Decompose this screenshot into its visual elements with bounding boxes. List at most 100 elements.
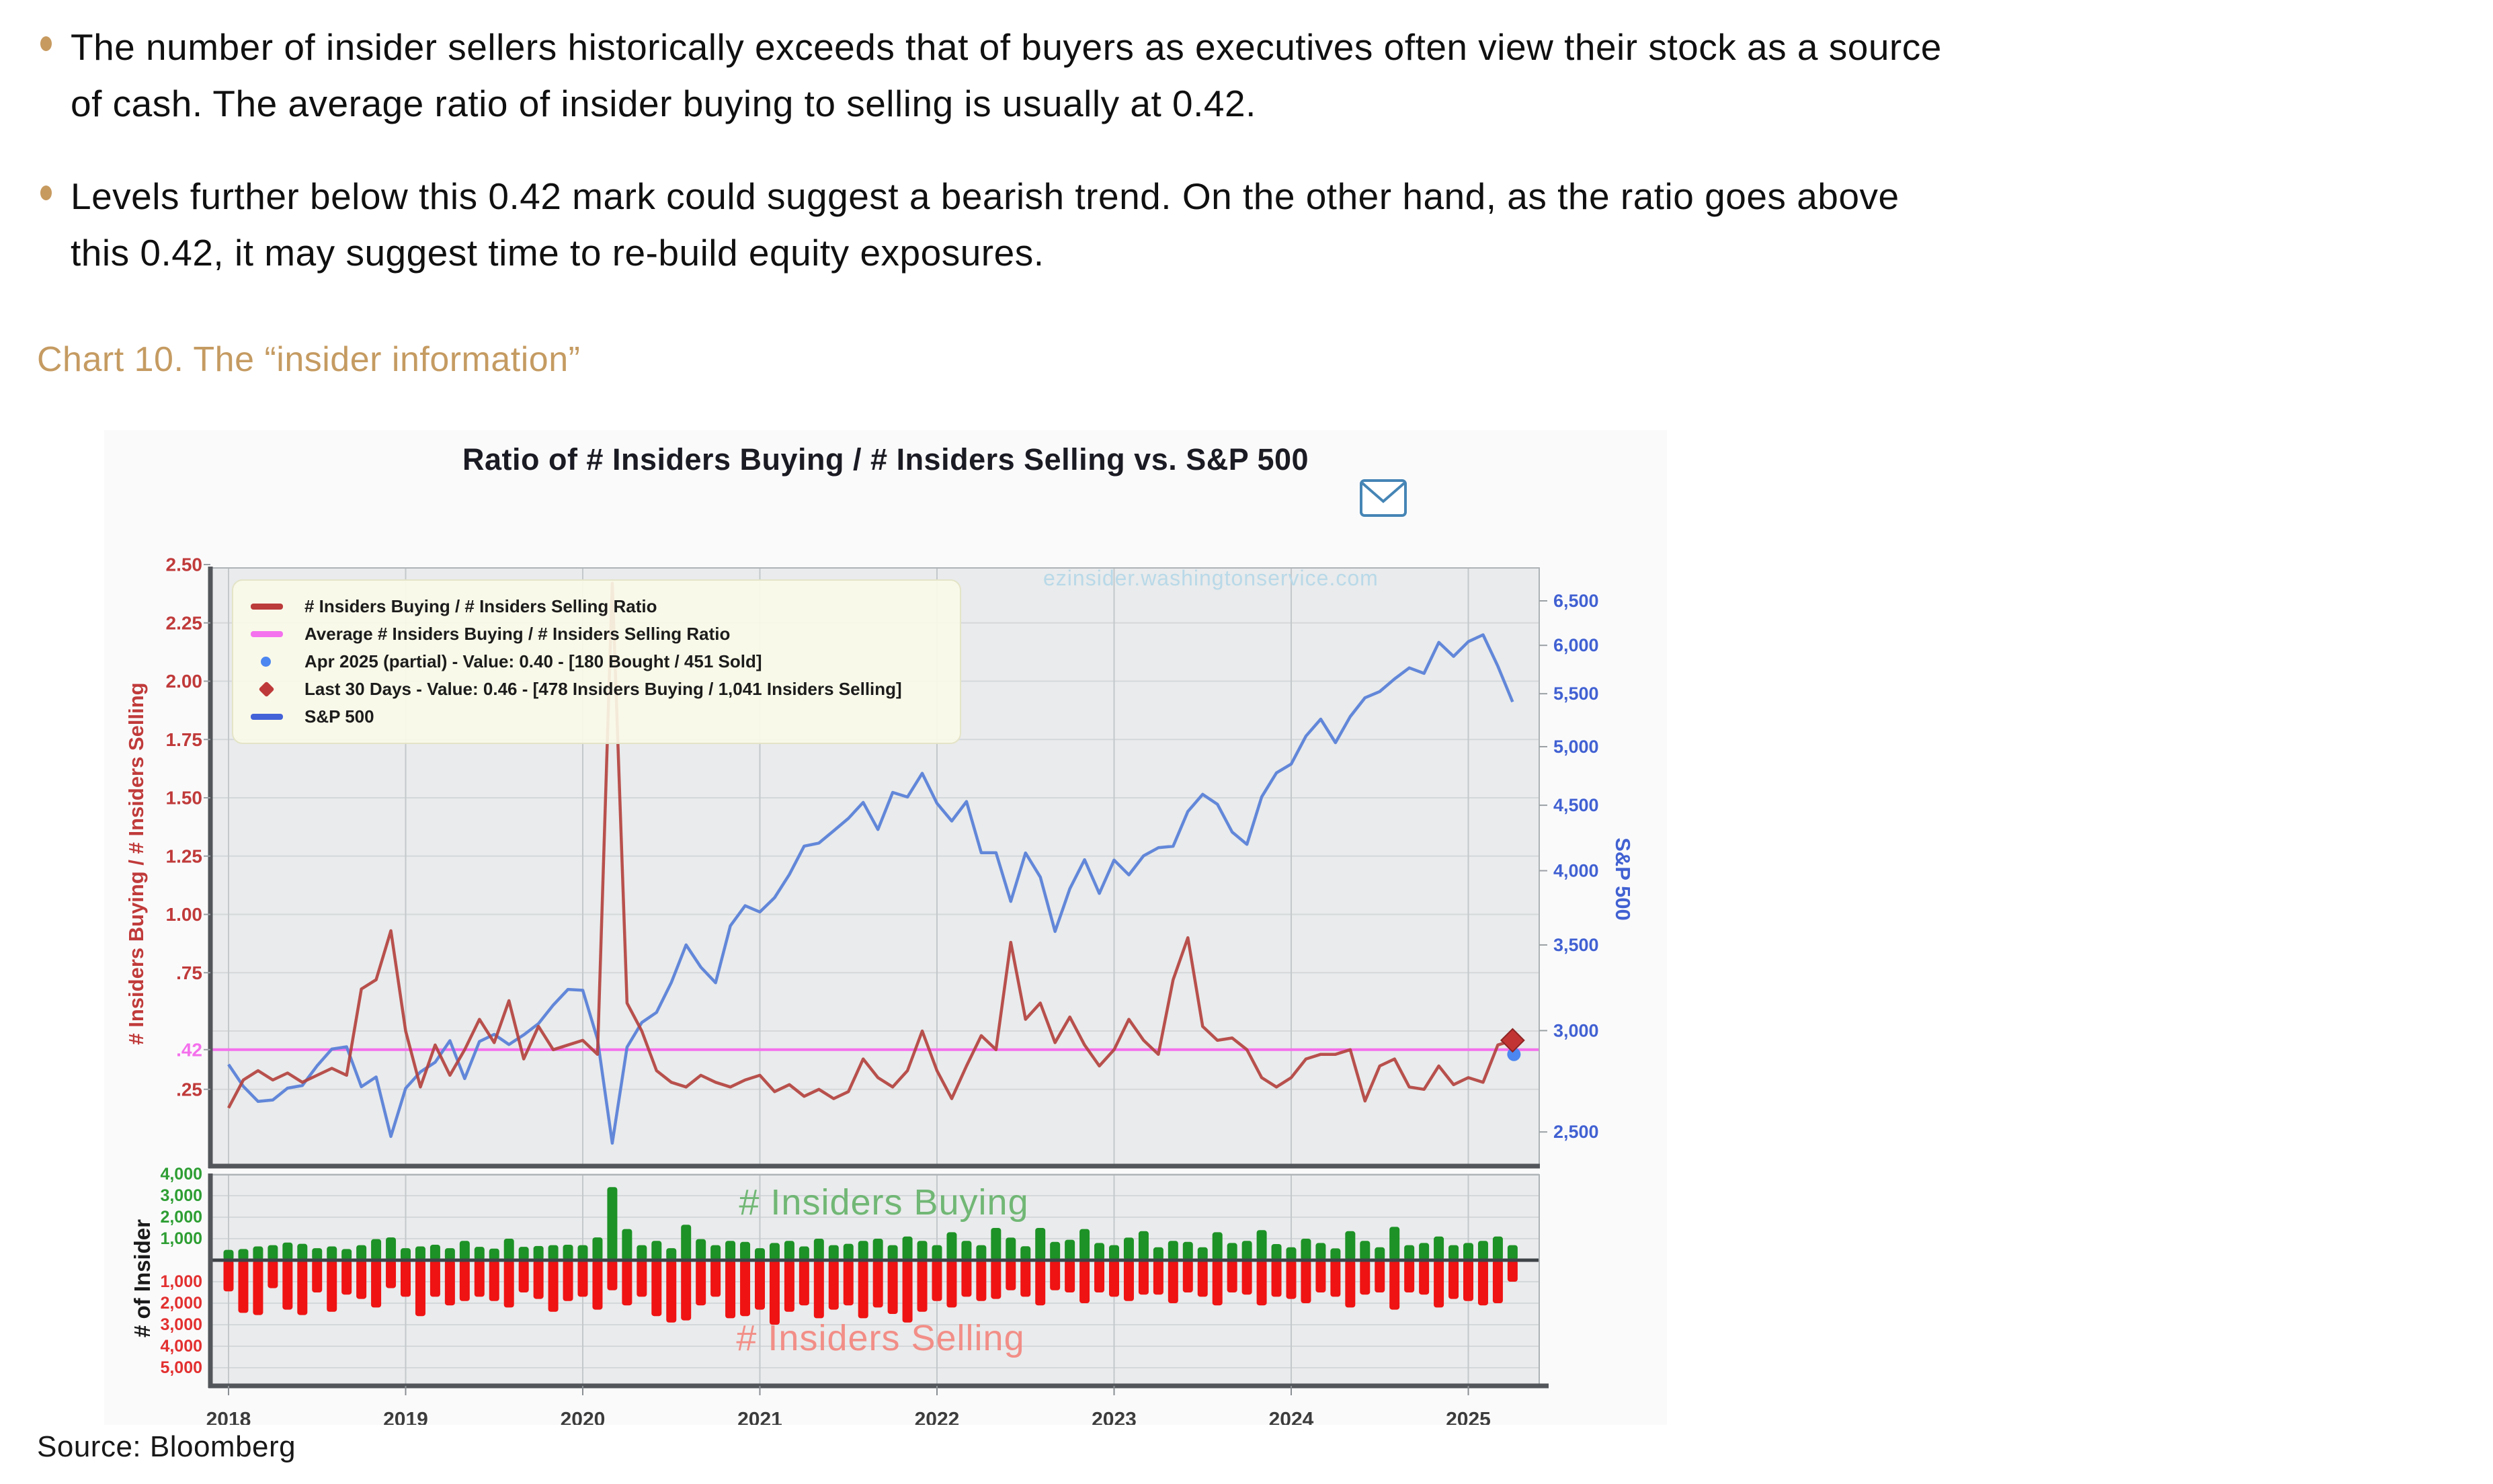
chart-heading: Chart 10. The “insider information” — [37, 340, 581, 379]
legend-swatch-dot — [251, 657, 304, 667]
watermark: ezinsider.washingtonservice.com — [1043, 566, 1379, 590]
bullet-text: The number of insider sellers historical… — [71, 19, 2401, 132]
buying-bar — [1301, 1239, 1311, 1260]
selling-bar — [828, 1260, 839, 1310]
bullet-item: Levels further below this 0.42 mark coul… — [35, 168, 2401, 281]
buying-bar — [1153, 1247, 1163, 1260]
selling-bar — [1434, 1260, 1444, 1308]
selling-bar — [872, 1260, 883, 1308]
buying-bar — [681, 1225, 692, 1260]
marker-dot — [1507, 1047, 1521, 1061]
buying-bar — [932, 1245, 942, 1260]
buying-bar — [1123, 1237, 1134, 1260]
selling-bar — [1271, 1260, 1282, 1297]
selling-bar — [1182, 1260, 1193, 1292]
buying-bar — [1389, 1227, 1400, 1260]
buying-bar — [459, 1241, 470, 1260]
chart-title: Ratio of # Insiders Buying / # Insiders … — [462, 442, 1309, 477]
buying-bar — [1434, 1236, 1444, 1260]
selling-bar — [858, 1260, 868, 1319]
ratio-tick-label: .75 — [176, 962, 202, 983]
ratio-tick-label: .42 — [176, 1039, 202, 1060]
sp500-tick-label: 4,500 — [1553, 795, 1599, 815]
selling-bar — [297, 1260, 308, 1315]
ratio-tick-label: 1.75 — [166, 729, 203, 750]
selling-bar — [666, 1260, 677, 1323]
buying-bar — [1035, 1228, 1046, 1260]
legend-swatch-line — [251, 604, 304, 610]
buying-bar — [223, 1249, 234, 1260]
buying-bar — [563, 1244, 573, 1260]
selling-bar — [415, 1260, 425, 1317]
buying-bar — [991, 1228, 1002, 1260]
year-label: 2022 — [915, 1409, 960, 1426]
insider-count-tick-label: 4,000 — [160, 1165, 202, 1184]
selling-bar — [637, 1260, 647, 1297]
ratio-tick-label: 2.25 — [166, 612, 203, 633]
buying-bar — [1448, 1245, 1459, 1260]
buying-bar — [622, 1229, 632, 1260]
selling-bar — [799, 1260, 809, 1306]
sp500-line — [227, 633, 1514, 1145]
buying-bar — [1094, 1243, 1105, 1260]
sp500-tick-label: 3,500 — [1553, 935, 1599, 955]
selling-bar — [769, 1260, 780, 1325]
selling-bar — [268, 1260, 278, 1288]
insider-count-tick-label: 5,000 — [160, 1358, 202, 1377]
buying-bar — [533, 1245, 544, 1260]
right-axis-title: S&P 500 — [1611, 837, 1635, 921]
buying-bar — [784, 1241, 794, 1260]
selling-bar — [946, 1260, 957, 1308]
bullet-item: The number of insider sellers historical… — [35, 19, 2401, 132]
legend-item: S&P 500 — [251, 703, 942, 731]
buying-bar — [1463, 1243, 1473, 1260]
selling-bar — [784, 1260, 794, 1312]
year-label: 2019 — [383, 1409, 428, 1426]
buying-bar — [297, 1243, 308, 1260]
buying-bar — [415, 1246, 425, 1260]
buying-bar — [769, 1243, 780, 1260]
buying-bar — [1345, 1231, 1356, 1260]
buying-bar — [858, 1241, 868, 1260]
bullet-icon — [40, 186, 52, 200]
buying-bar — [710, 1245, 721, 1260]
buying-bar — [651, 1241, 662, 1260]
legend-swatch-line — [251, 714, 304, 720]
selling-bar — [710, 1260, 721, 1297]
bullet-text: Levels further below this 0.42 mark coul… — [71, 168, 2401, 281]
legend-item: # Insiders Buying / # Insiders Selling R… — [251, 593, 942, 620]
buying-bar — [1404, 1245, 1415, 1260]
bottom-axis-title: # of Insider — [130, 1219, 155, 1338]
selling-bar — [327, 1260, 337, 1312]
selling-bar — [563, 1260, 573, 1301]
insider-count-tick-label: 1,000 — [160, 1272, 202, 1291]
sp500-tick-label: 6,500 — [1553, 591, 1599, 611]
buying-bar — [725, 1241, 736, 1260]
year-label: 2023 — [1092, 1409, 1137, 1426]
selling-bar — [813, 1260, 824, 1319]
bullet-line: The number of insider sellers historical… — [71, 26, 1942, 68]
buying-bar — [843, 1243, 854, 1260]
buying-bar — [946, 1232, 957, 1260]
envelope-icon[interactable] — [1359, 477, 1407, 519]
selling-bar — [1477, 1260, 1488, 1306]
selling-bar — [1256, 1260, 1267, 1306]
buying-bar — [548, 1245, 559, 1260]
insider-count-tick-label: 3,000 — [160, 1315, 202, 1334]
buying-bar — [696, 1239, 706, 1260]
legend-label: Last 30 Days - Value: 0.46 - [478 Inside… — [304, 679, 902, 699]
selling-bar — [1463, 1260, 1473, 1301]
year-label: 2020 — [561, 1409, 606, 1426]
legend-label: # Insiders Buying / # Insiders Selling R… — [304, 596, 657, 616]
selling-bar — [592, 1260, 603, 1310]
buying-bar — [1286, 1247, 1297, 1260]
legend-item: Apr 2025 (partial) - Value: 0.40 - [180 … — [251, 648, 942, 675]
selling-bar — [887, 1260, 898, 1314]
selling-bar — [253, 1260, 263, 1315]
sp500-tick-label: 5,500 — [1553, 684, 1599, 704]
selling-bar — [1109, 1260, 1119, 1297]
marker-diamond — [1500, 1028, 1525, 1053]
selling-bar — [474, 1260, 485, 1297]
selling-bar — [1492, 1260, 1503, 1303]
